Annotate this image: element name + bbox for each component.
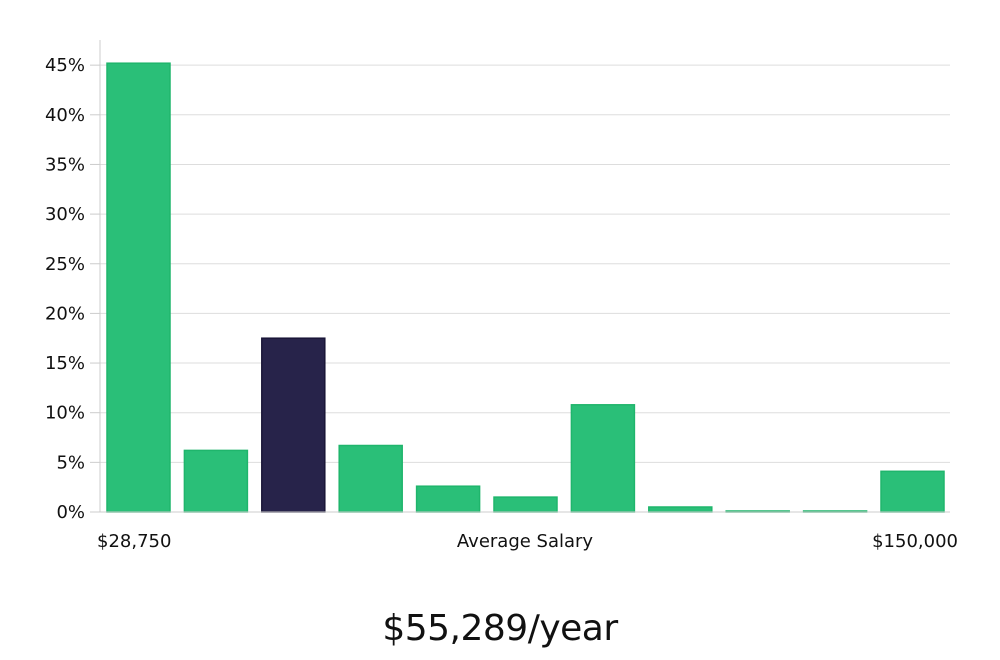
- bar: [183, 449, 249, 513]
- bar: [493, 496, 558, 513]
- y-tick-label: 30%: [45, 204, 85, 225]
- average-salary: $55,289/year: [382, 608, 618, 649]
- bar: [415, 485, 481, 513]
- bar: [648, 506, 713, 513]
- y-axis-ticks: 0% 5% 10% 15% 20% 25% 30% 35% 40% 45%: [45, 55, 100, 523]
- y-tick-label: 45%: [45, 55, 85, 76]
- y-tick-label: 0%: [56, 502, 85, 523]
- salary-histogram: 0% 5% 10% 15% 20% 25% 30% 35% 40% 45% $28,750 Ave…: [45, 40, 958, 552]
- bar: [880, 470, 945, 513]
- y-tick-label: 15%: [45, 353, 85, 374]
- y-tick-label: 5%: [56, 452, 85, 473]
- bar-highlighted: [261, 337, 326, 513]
- bar: [106, 62, 171, 513]
- y-tick-label: 40%: [45, 105, 85, 126]
- bar: [570, 404, 636, 513]
- bar: [338, 444, 403, 513]
- y-tick-label: 20%: [45, 303, 85, 324]
- x-min-label: $28,750: [97, 531, 171, 552]
- bars: [106, 62, 945, 513]
- y-tick-label: 10%: [45, 403, 85, 424]
- x-max-label: $150,000: [872, 531, 958, 552]
- grid-lines: [100, 64, 950, 463]
- y-tick-label: 35%: [45, 154, 85, 175]
- y-tick-label: 25%: [45, 254, 85, 275]
- x-axis-title: Average Salary: [457, 531, 594, 552]
